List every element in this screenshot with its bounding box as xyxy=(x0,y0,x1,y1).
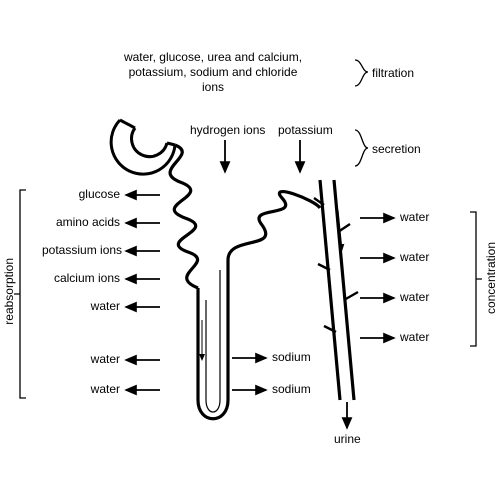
label-left-3: calcium ions xyxy=(42,271,120,285)
label-water-right-1: water xyxy=(400,250,429,264)
label-water-right-3: water xyxy=(400,330,429,344)
label-water-right-0: water xyxy=(400,210,429,224)
label-sodium-1: sodium xyxy=(272,382,311,396)
process-reabsorption: reabsorption xyxy=(2,258,16,325)
process-filtration: filtration xyxy=(372,66,414,80)
label-left-1: amino acids xyxy=(42,215,120,229)
process-secretion: secretion xyxy=(372,142,421,156)
label-left-5: water xyxy=(42,352,120,366)
label-urine: urine xyxy=(334,432,361,446)
label-left-6: water xyxy=(42,382,120,396)
filtrate-contents: water, glucose, urea and calcium, potass… xyxy=(98,50,328,95)
process-concentration: concentration xyxy=(484,242,498,314)
label-hydrogen-ions: hydrogen ions xyxy=(190,123,265,137)
label-left-0: glucose xyxy=(42,187,120,201)
label-potassium: potassium xyxy=(278,123,333,137)
label-sodium-0: sodium xyxy=(272,350,311,364)
label-left-4: water xyxy=(42,299,120,313)
label-left-2: potassium ions xyxy=(42,243,120,257)
label-water-right-2: water xyxy=(400,290,429,304)
